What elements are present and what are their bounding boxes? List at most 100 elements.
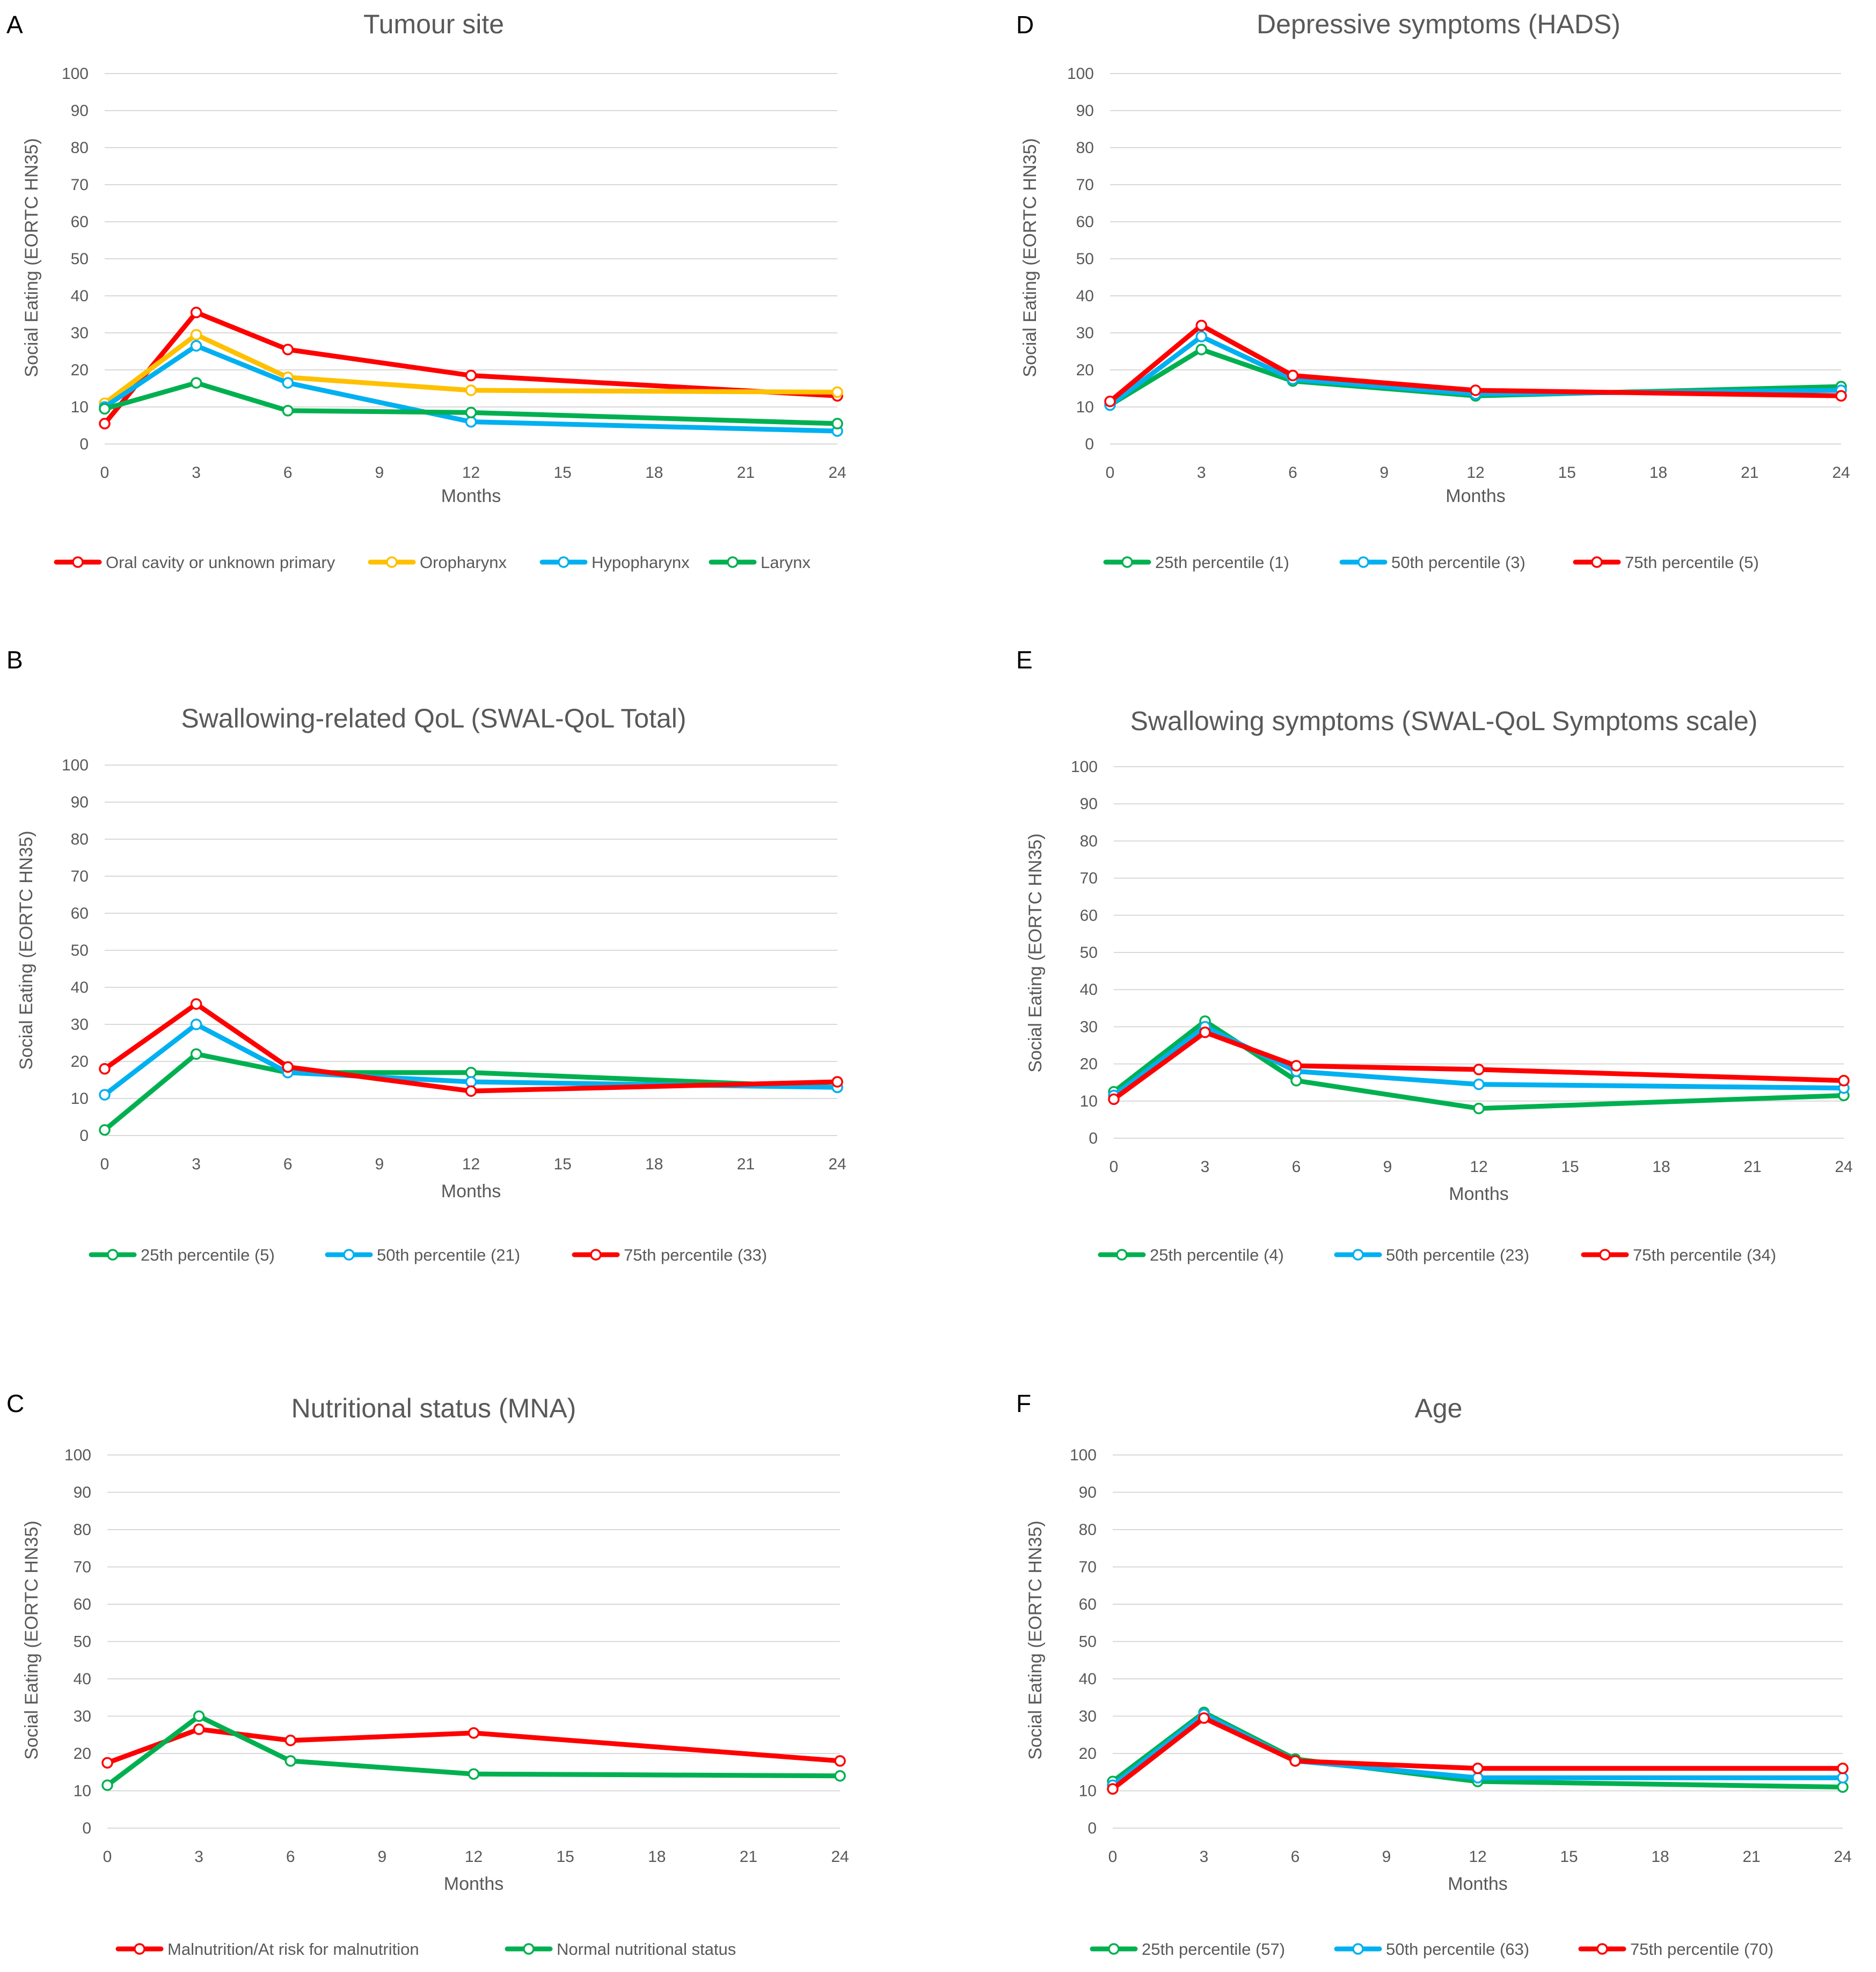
y-axis-title: Social Eating (EORTC HN35) <box>1025 1520 1046 1759</box>
x-tick-label: 24 <box>1832 464 1850 482</box>
legend-swatch-marker <box>727 556 739 568</box>
legend-entry: Oral cavity or unknown primary <box>106 553 335 572</box>
legend-swatch-marker <box>1596 1943 1608 1955</box>
chart-title: Swallowing symptoms (SWAL-QoL Symptoms s… <box>1130 706 1758 736</box>
x-tick-label: 21 <box>737 464 755 482</box>
x-axis-title: Months <box>441 1181 501 1202</box>
x-tick-label: 6 <box>1291 1848 1300 1866</box>
data-point <box>1107 1783 1119 1795</box>
legend-swatch-marker <box>1121 556 1133 568</box>
data-point <box>834 1770 846 1782</box>
y-tick-label: 0 <box>82 1820 91 1837</box>
x-tick-label: 24 <box>1834 1848 1851 1866</box>
data-point <box>190 1048 202 1060</box>
y-tick-label: 50 <box>71 250 89 268</box>
x-tick-label: 3 <box>192 464 201 482</box>
legend-swatch-marker <box>386 556 398 568</box>
data-point <box>193 1710 205 1722</box>
y-tick-label: 70 <box>71 176 89 194</box>
data-point <box>1195 319 1207 331</box>
x-tick-label: 9 <box>1382 1848 1391 1866</box>
data-point <box>190 340 202 352</box>
y-tick-label: 80 <box>1079 1521 1097 1539</box>
chart-panel-c: C Nutritional status (MNA)010203040506070… <box>6 1389 849 1959</box>
y-axis-title: Social Eating (EORTC HN35) <box>16 831 37 1069</box>
x-tick-label: 6 <box>283 1155 293 1173</box>
x-tick-label: 12 <box>462 1155 480 1173</box>
x-tick-label: 9 <box>1379 464 1389 482</box>
y-tick-label: 0 <box>79 435 89 453</box>
y-tick-label: 10 <box>71 1090 89 1108</box>
data-point <box>101 1757 113 1769</box>
y-tick-label: 50 <box>1076 250 1094 268</box>
data-point <box>190 329 202 341</box>
y-tick-label: 100 <box>1067 65 1094 83</box>
data-point <box>282 405 294 417</box>
data-point <box>1104 395 1116 408</box>
x-tick-label: 15 <box>553 1155 571 1173</box>
legend-entry: 25th percentile (57) <box>1142 1940 1285 1959</box>
y-tick-label: 70 <box>1079 1559 1097 1576</box>
legend-swatch-marker <box>1352 1943 1364 1955</box>
x-tick-label: 15 <box>553 464 571 482</box>
chart-panel-f: F Age 0 10 20 30 40 50 60 70 80 90 100 0 3 6 9 12 15 18 21 24… <box>1016 1389 1852 1959</box>
x-tick-label: 12 <box>1469 1848 1486 1866</box>
legend-entry: Oropharynx <box>420 553 507 572</box>
y-tick-label: 60 <box>1079 1596 1097 1613</box>
data-point <box>831 1076 843 1088</box>
data-point <box>1837 1781 1849 1793</box>
x-tick-label: 18 <box>645 464 663 482</box>
data-point <box>282 1061 294 1073</box>
legend-entry: Normal nutritional status <box>557 1940 736 1959</box>
y-tick-label: 50 <box>74 1633 91 1651</box>
data-point <box>99 418 111 430</box>
x-axis-title: Months <box>441 486 501 506</box>
x-tick-label: 21 <box>740 1848 757 1866</box>
legend-entry: 25th percentile (1) <box>1155 553 1289 572</box>
x-tick-label: 3 <box>194 1848 203 1866</box>
x-axis-title: Months <box>444 1874 504 1894</box>
y-tick-label: 60 <box>1080 907 1098 925</box>
legend-swatch-marker <box>1116 1249 1128 1261</box>
legend-swatch-marker <box>1357 556 1369 568</box>
y-tick-label: 40 <box>71 287 89 305</box>
data-point <box>1472 1772 1484 1784</box>
y-tick-label: 70 <box>74 1559 91 1576</box>
y-tick-label: 60 <box>1076 213 1094 231</box>
data-point <box>1108 1093 1120 1105</box>
y-tick-label: 80 <box>1080 832 1098 850</box>
data-point <box>1195 344 1207 355</box>
data-point <box>1287 369 1299 382</box>
y-tick-label: 0 <box>1087 1820 1097 1837</box>
legend-entry: Larynx <box>761 553 811 572</box>
data-point <box>284 1734 296 1747</box>
y-tick-label: 40 <box>1080 981 1098 999</box>
legend-swatch-marker <box>1352 1249 1364 1261</box>
x-tick-label: 21 <box>1743 1158 1761 1176</box>
chart-title: Depressive symptoms (HADS) <box>1257 9 1620 39</box>
y-tick-label: 30 <box>1079 1708 1097 1726</box>
x-tick-label: 0 <box>1108 1848 1118 1866</box>
y-tick-label: 60 <box>74 1596 91 1613</box>
legend-entry: Malnutrition/At risk for malnutrition <box>167 1940 419 1959</box>
x-tick-label: 3 <box>1197 464 1206 482</box>
y-tick-label: 20 <box>1076 361 1094 379</box>
y-tick-label: 50 <box>1079 1633 1097 1651</box>
y-tick-label: 20 <box>1080 1056 1098 1073</box>
x-tick-label: 24 <box>831 1848 849 1866</box>
chart-panel-e: E Swallowing symptoms (SWAL-QoL Symptoms … <box>1016 646 1853 1264</box>
data-point <box>99 1063 111 1075</box>
y-tick-label: 60 <box>71 213 89 231</box>
data-point <box>282 344 294 355</box>
y-tick-label: 20 <box>1079 1745 1097 1763</box>
x-tick-label: 18 <box>1652 1158 1670 1176</box>
chart-panel-b: B Swallowing-related QoL (SWAL-QoL Total)… <box>6 646 846 1264</box>
x-tick-label: 3 <box>1200 1848 1209 1866</box>
data-point <box>99 403 111 415</box>
data-point <box>465 384 477 396</box>
x-tick-label: 18 <box>1651 1848 1669 1866</box>
y-tick-label: 20 <box>71 1053 89 1071</box>
x-tick-label: 6 <box>1292 1158 1301 1176</box>
legend-swatch-marker <box>1599 1249 1611 1261</box>
data-point <box>1838 1074 1850 1087</box>
